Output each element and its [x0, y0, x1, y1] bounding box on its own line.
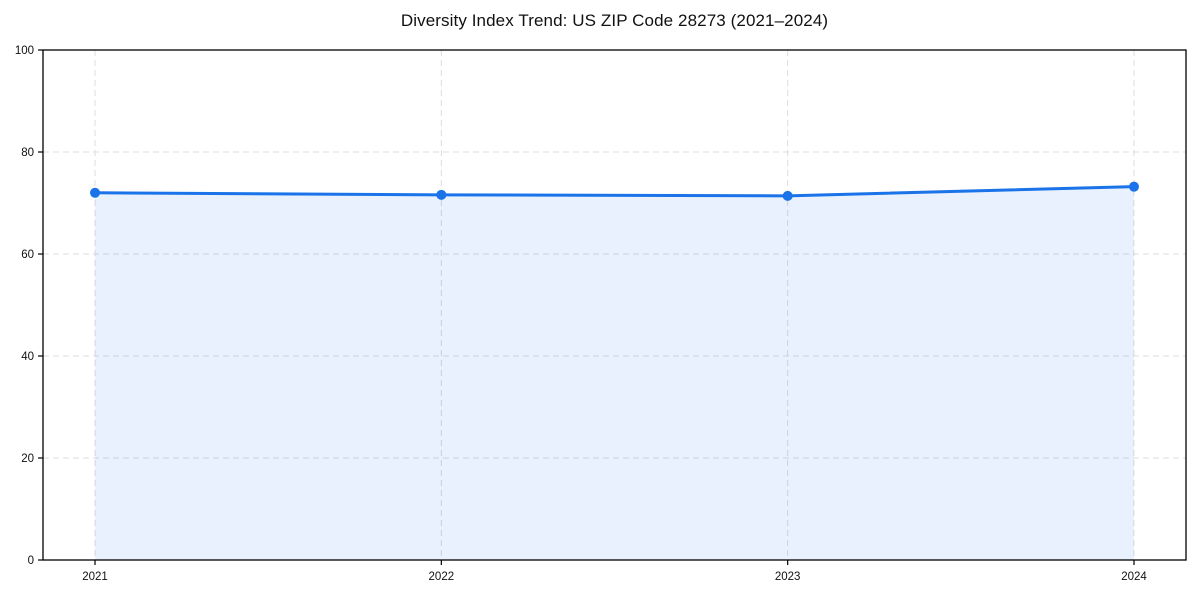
- y-tick-label: 80: [21, 147, 34, 159]
- x-tick-label: 2024: [1121, 571, 1147, 583]
- series-line: [93, 185, 1136, 198]
- x-tick-label: 2023: [775, 571, 801, 583]
- y-tick-label: 40: [21, 351, 34, 363]
- y-tick-label: 100: [15, 45, 34, 57]
- data-point-marker: [782, 190, 793, 201]
- series-area-fill: [95, 186, 1134, 560]
- x-tick-label: 2022: [429, 571, 455, 583]
- x-tick-label: 2021: [82, 571, 108, 583]
- data-point-marker: [1128, 181, 1139, 192]
- data-point-marker: [436, 189, 447, 200]
- chart-title: Diversity Index Trend: US ZIP Code 28273…: [400, 11, 829, 30]
- plot-border: [42, 49, 1187, 561]
- y-tick-label: 20: [21, 453, 34, 465]
- y-tick-label: 0: [28, 555, 34, 567]
- y-tick-label: 60: [21, 249, 34, 261]
- data-point-marker: [90, 187, 101, 198]
